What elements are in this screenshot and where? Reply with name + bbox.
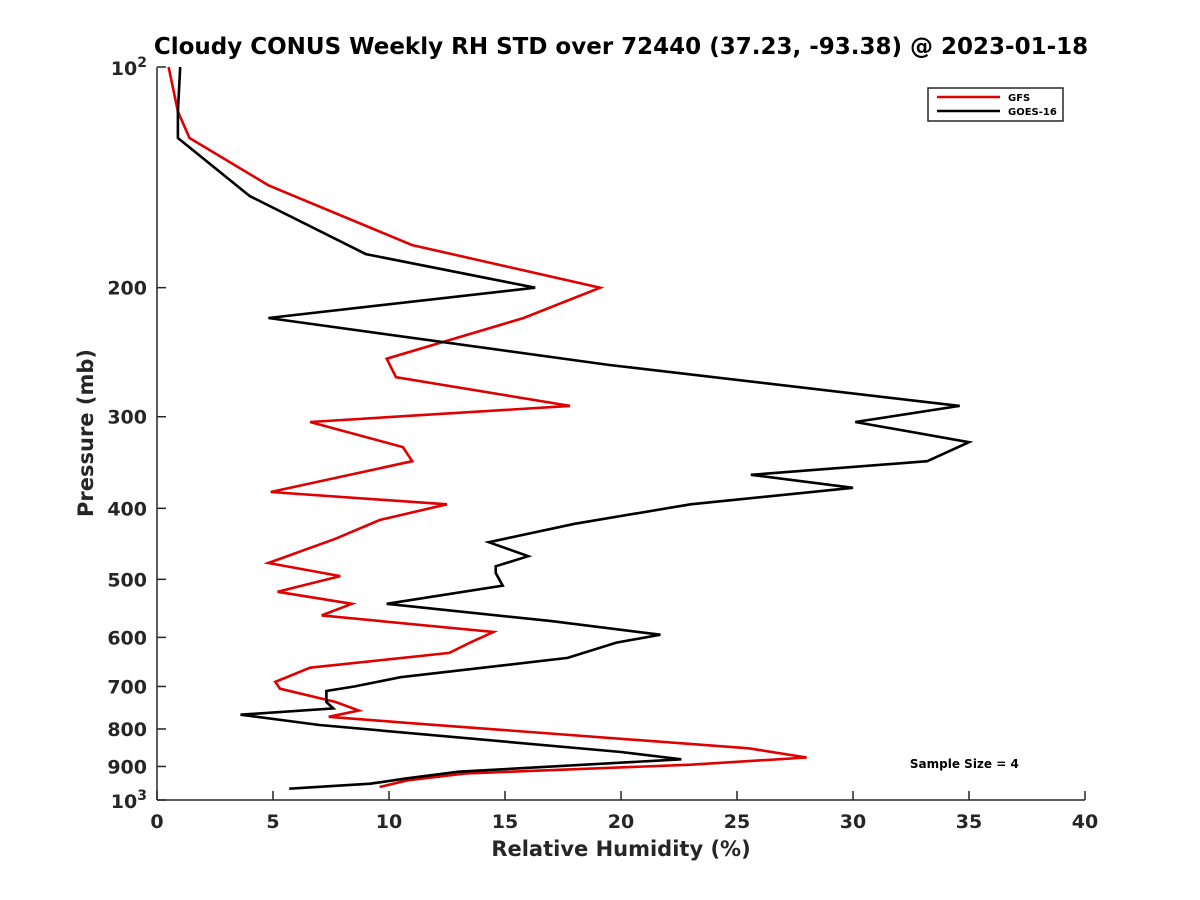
y-tick-label: 103	[111, 788, 147, 813]
y-tick-label: 700	[107, 676, 147, 698]
x-tick-label: 20	[608, 811, 634, 833]
y-tick-label: 102	[111, 55, 147, 80]
series-line-goes-16	[176, 66, 974, 790]
x-tick-label: 40	[1072, 811, 1098, 833]
axes: 0 5 10 15 20 25 30 35 40 102 200 300 400 500 600 700 800…	[107, 55, 1098, 833]
y-tick-label: 300	[107, 407, 147, 429]
legend-label: GOES-16	[1008, 107, 1057, 118]
plot-area	[167, 66, 974, 790]
y-tick-label: 400	[107, 498, 147, 520]
legend-box	[927, 87, 1064, 122]
x-tick-label: 0	[150, 811, 163, 833]
x-tick-label: 30	[840, 811, 866, 833]
annotations: Sample Size = 4	[910, 757, 1019, 771]
x-tick-label: 10	[376, 811, 402, 833]
x-tick-label: 35	[956, 811, 982, 833]
legend-label: GFS	[1008, 93, 1030, 104]
chart-title: Cloudy CONUS Weekly RH STD over 72440 (3…	[154, 34, 1088, 60]
legend: GFS GOES-16	[927, 87, 1064, 122]
sample-size-annotation: Sample Size = 4	[910, 757, 1019, 771]
y-tick-label: 500	[107, 569, 147, 591]
x-tick-label: 25	[724, 811, 750, 833]
y-tick-label: 900	[107, 756, 147, 778]
x-tick-label: 5	[266, 811, 279, 833]
x-tick-label: 15	[492, 811, 518, 833]
series-line-gfs	[167, 66, 807, 789]
y-axis-label: Pressure (mb)	[74, 349, 98, 517]
y-tick-label: 800	[107, 719, 147, 741]
y-tick-label: 600	[107, 627, 147, 649]
x-axis-label: Relative Humidity (%)	[491, 837, 750, 861]
y-tick-label: 200	[107, 278, 147, 300]
